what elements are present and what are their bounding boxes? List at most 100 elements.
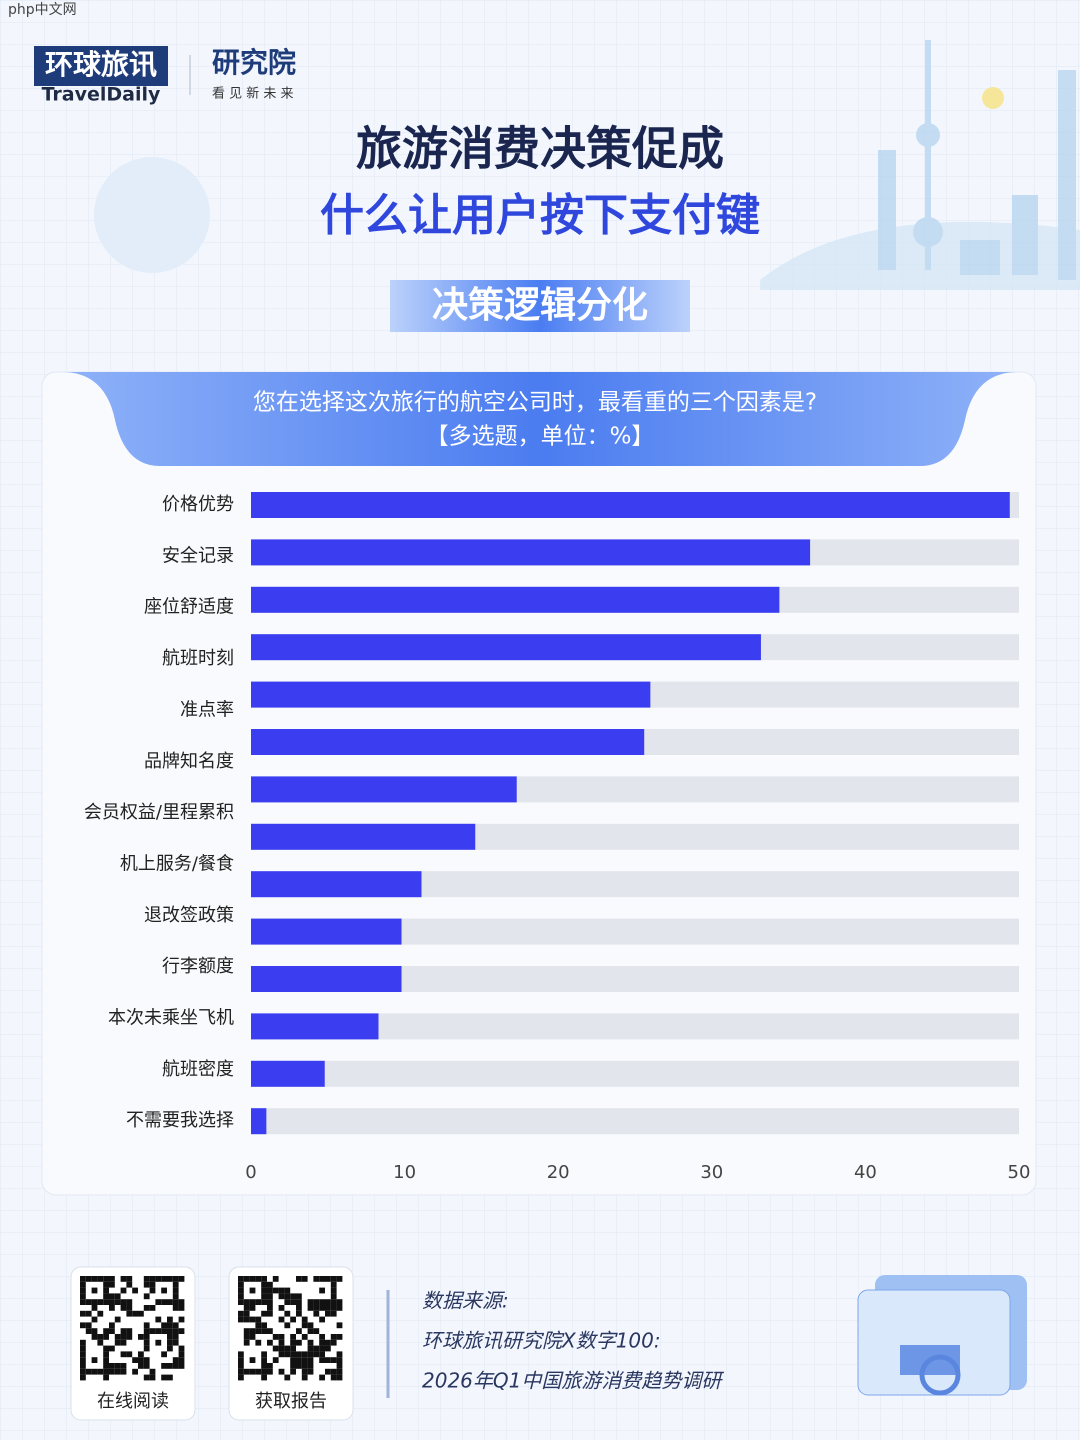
qr-cell (307, 1299, 314, 1305)
qr-cell (284, 1299, 291, 1305)
qr-cell (178, 1328, 185, 1334)
qr-cell (267, 1287, 273, 1294)
source-line: 环球旅讯研究院X数字100: (422, 1329, 661, 1353)
qr-cell (167, 1328, 173, 1334)
qr-cell (261, 1299, 267, 1305)
qr-cell (172, 1322, 179, 1329)
qr-cell (284, 1351, 291, 1358)
qr-cell (238, 1287, 244, 1294)
chart-subtitle: 【多选题，单位：%】 (426, 424, 655, 450)
qr-cell (80, 1374, 86, 1381)
qr-cell (172, 1334, 179, 1340)
qr-cell (143, 1357, 150, 1363)
qr-cell (255, 1368, 262, 1375)
qr-cell (161, 1374, 167, 1381)
qr-cell (85, 1310, 92, 1317)
report-illustration (857, 1275, 1027, 1396)
qr-cell (126, 1281, 133, 1288)
qr-cell (330, 1281, 337, 1288)
qr-cell (161, 1328, 167, 1334)
qr-cell (80, 1363, 86, 1369)
qr-cell (85, 1328, 92, 1334)
qr-cell (336, 1363, 343, 1369)
qr-cell (97, 1299, 104, 1305)
chart-title: 您在选择这次旅行的航空公司时，最看重的三个因素是? (253, 390, 817, 416)
qr-cell (109, 1276, 115, 1282)
qr-cell (249, 1316, 256, 1323)
qr-label: 在线阅读 (97, 1391, 169, 1412)
bar (251, 1013, 379, 1040)
qr-cell (255, 1276, 262, 1282)
qr-cell (80, 1322, 86, 1329)
qr-cell (313, 1351, 320, 1358)
qr-cell (290, 1363, 296, 1369)
qr-cell (301, 1276, 308, 1282)
qr-cell (284, 1374, 291, 1381)
y-tick-label: 价格优势 (162, 494, 234, 515)
qr-cell (91, 1328, 98, 1334)
qr-cell (319, 1276, 325, 1282)
qr-cell (296, 1339, 302, 1346)
qr-cell (103, 1334, 109, 1340)
qr-cell (301, 1351, 308, 1358)
section-pill (390, 280, 690, 332)
qr-cell (325, 1276, 331, 1282)
qr-cell (109, 1363, 115, 1369)
qr-cell (91, 1276, 98, 1282)
qr-cell (267, 1299, 273, 1305)
qr-cell (284, 1345, 291, 1352)
qr-cell (120, 1287, 127, 1294)
y-tick-label: 安全记录 (162, 545, 234, 566)
qr-cell (296, 1293, 302, 1300)
qr-cell (319, 1316, 325, 1323)
qr-cell (290, 1339, 296, 1346)
qr-cell (249, 1276, 256, 1282)
bar (251, 492, 1010, 518)
qr-cell (319, 1339, 325, 1346)
qr-cell (307, 1363, 314, 1369)
qr-cell (238, 1374, 244, 1381)
x-tick-label: 0 (245, 1162, 256, 1183)
qr-cell (103, 1368, 109, 1375)
qr-cell (178, 1351, 185, 1358)
qr-cell (330, 1305, 337, 1311)
qr-cell (336, 1368, 343, 1375)
qr-cell (85, 1368, 92, 1375)
qr-cell (243, 1368, 250, 1375)
qr-cell (243, 1328, 250, 1334)
qr-cell (278, 1345, 285, 1352)
qr-cell (307, 1368, 314, 1375)
qr-cell (319, 1287, 325, 1294)
qr-cell (278, 1316, 285, 1323)
qr-cell (143, 1374, 150, 1381)
bar (251, 681, 651, 708)
qr-cell (307, 1305, 314, 1311)
qr-cell (114, 1363, 121, 1369)
qr-cell (143, 1322, 150, 1329)
qr-cell (261, 1310, 267, 1317)
qr-cell (109, 1328, 115, 1334)
qr-cell (155, 1328, 162, 1334)
qr-cell (296, 1305, 302, 1311)
qr-cell (97, 1276, 104, 1282)
qr-cell (172, 1287, 179, 1294)
qr-cell (103, 1328, 109, 1334)
qr-cell (80, 1368, 86, 1375)
qr-cell (313, 1345, 320, 1352)
y-tick-label: 品牌知名度 (144, 751, 234, 772)
qr-cell (80, 1351, 86, 1358)
title-line2: 什么让用户按下支付键 (320, 190, 760, 241)
qr-cell (301, 1357, 308, 1363)
qr-cell (120, 1351, 127, 1358)
qr-cell (325, 1368, 331, 1375)
qr-cell (120, 1334, 127, 1340)
qr-cell (167, 1334, 173, 1340)
qr-cell (167, 1299, 173, 1305)
qr-cell (126, 1351, 133, 1358)
qr-cell (143, 1363, 150, 1369)
logo-box (34, 46, 168, 86)
qr-cell (97, 1310, 104, 1317)
qr-cell (126, 1334, 133, 1340)
qr-cell (114, 1368, 121, 1375)
